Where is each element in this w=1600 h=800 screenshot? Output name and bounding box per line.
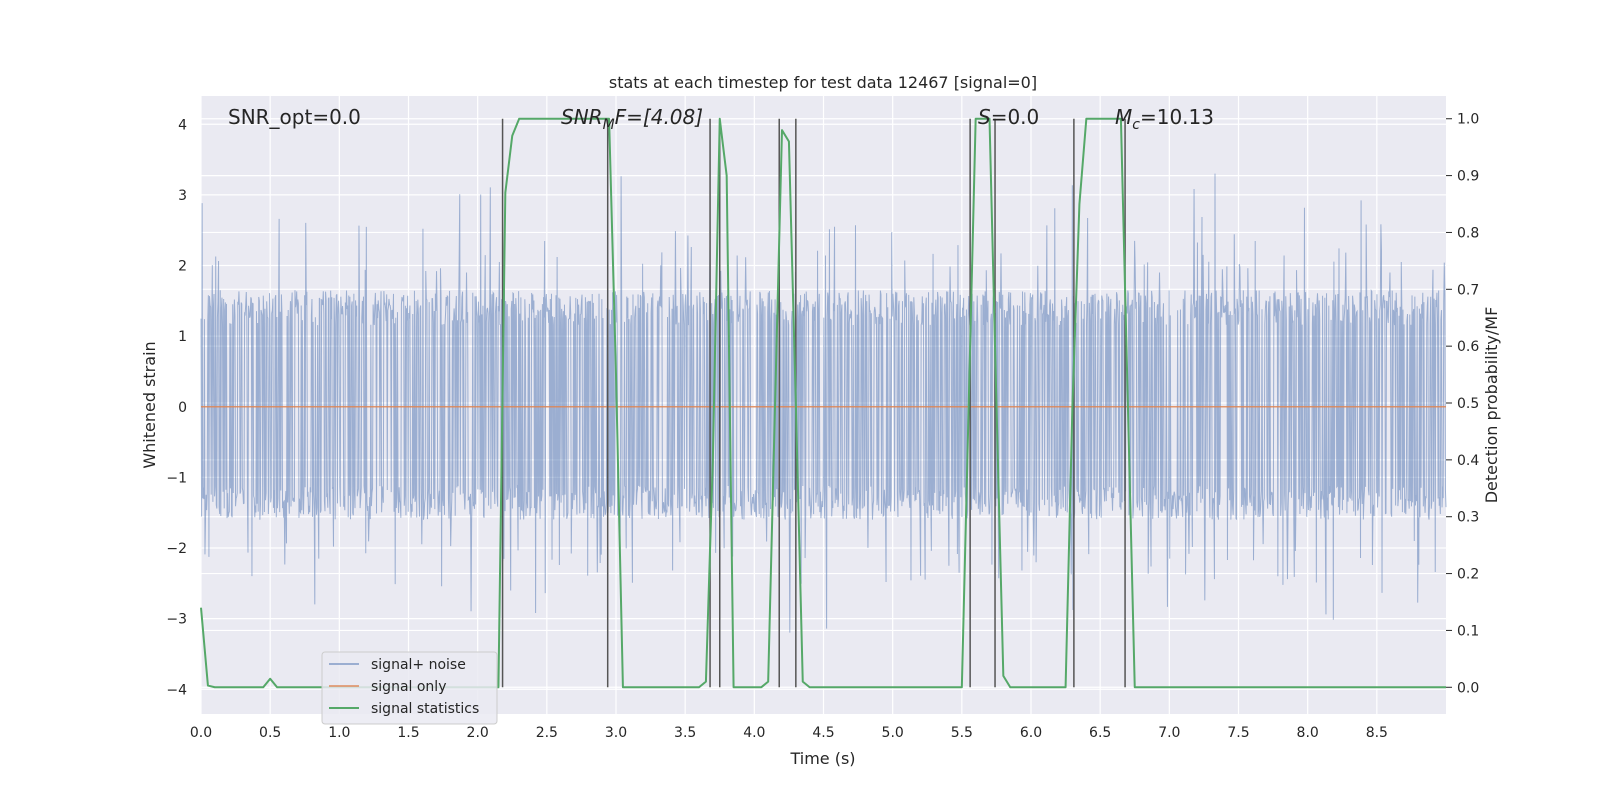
y2-tick-label: 0.1 bbox=[1457, 623, 1479, 639]
y2-tick-label: 0.6 bbox=[1457, 339, 1479, 355]
x-tick-label: 2.0 bbox=[467, 725, 489, 741]
annotation-snr-opt: SNR_opt=0.0 bbox=[228, 105, 361, 129]
legend-label-signal-statistics: signal statistics bbox=[371, 701, 479, 717]
noise-trace bbox=[200, 173, 1447, 633]
y2-tick-label: 0.9 bbox=[1457, 169, 1479, 185]
y2-tick-label: 0.5 bbox=[1457, 396, 1479, 412]
y-tick-label: 4 bbox=[178, 117, 187, 133]
y-tick-label: −4 bbox=[166, 682, 187, 698]
y-tick-label: 2 bbox=[178, 259, 187, 275]
y2-tick-label: 0.7 bbox=[1457, 282, 1479, 298]
x-tick-label: 4.0 bbox=[743, 725, 765, 741]
legend: signal+ noise signal only signal statist… bbox=[321, 651, 498, 725]
chart-title: stats at each timestep for test data 124… bbox=[609, 73, 1037, 92]
x-tick-label: 1.5 bbox=[397, 725, 419, 741]
legend-box bbox=[321, 651, 498, 725]
legend-label-signal-only: signal only bbox=[371, 679, 446, 695]
y2-tick-label: 0.2 bbox=[1457, 567, 1479, 583]
y-axis-ticks: −4 −3 −2 −1 0 1 2 3 4 bbox=[166, 117, 187, 698]
y-tick-label: 1 bbox=[178, 329, 187, 345]
x-tick-label: 3.0 bbox=[605, 725, 627, 741]
x-tick-label: 8.0 bbox=[1297, 725, 1319, 741]
x-tick-label: 8.5 bbox=[1366, 725, 1388, 741]
y-tick-label: 3 bbox=[178, 188, 187, 204]
x-tick-label: 5.5 bbox=[951, 725, 973, 741]
x-tick-label: 6.5 bbox=[1089, 725, 1111, 741]
x-tick-label: 7.5 bbox=[1227, 725, 1249, 741]
y2-tick-label: 1.0 bbox=[1457, 112, 1479, 128]
y-tick-label: −3 bbox=[166, 612, 187, 628]
y2-axis-ticks: 0.0 0.1 0.2 0.3 0.4 0.5 0.6 0.7 0.8 0.9 1.0 bbox=[1446, 112, 1479, 696]
y2-tick-label: 0.8 bbox=[1457, 225, 1479, 241]
x-tick-label: 1.0 bbox=[328, 725, 350, 741]
x-tick-label: 4.5 bbox=[812, 725, 834, 741]
legend-label-signal-plus-noise: signal+ noise bbox=[371, 657, 466, 673]
x-tick-label: 6.0 bbox=[1020, 725, 1042, 741]
y2-tick-label: 0.0 bbox=[1457, 680, 1479, 696]
y2-axis-label: Detection probability/MF bbox=[1482, 307, 1501, 504]
y2-tick-label: 0.4 bbox=[1457, 453, 1479, 469]
x-tick-label: 7.0 bbox=[1158, 725, 1180, 741]
annotation-s: S=0.0 bbox=[978, 105, 1039, 129]
x-tick-label: 3.5 bbox=[674, 725, 696, 741]
signal-statistics-line bbox=[200, 117, 1446, 689]
y-tick-label: 0 bbox=[178, 400, 187, 416]
annotation-mc: Mc=10.13 bbox=[1115, 105, 1214, 133]
x-axis-ticks: 0.0 0.5 1.0 1.5 2.0 2.5 3.0 3.5 4.0 4.5 5.0 5.5 6.0 6… bbox=[190, 725, 1388, 741]
x-tick-label: 0.5 bbox=[259, 725, 281, 741]
annotation-snr-mf: SNRMF=[4.08] bbox=[561, 105, 703, 133]
vertical-markers bbox=[501, 118, 1126, 688]
x-axis-label: Time (s) bbox=[789, 749, 855, 768]
y-tick-label: −2 bbox=[166, 541, 187, 557]
y-tick-label: −1 bbox=[166, 470, 187, 486]
y2-tick-label: 0.3 bbox=[1457, 510, 1479, 526]
x-tick-label: 0.0 bbox=[190, 725, 212, 741]
x-tick-label: 5.0 bbox=[882, 725, 904, 741]
x-tick-label: 2.5 bbox=[536, 725, 558, 741]
series-signal-statistics bbox=[200, 117, 1446, 689]
series-signal-plus-noise bbox=[200, 173, 1447, 633]
y-axis-label: Whitened strain bbox=[140, 341, 159, 468]
